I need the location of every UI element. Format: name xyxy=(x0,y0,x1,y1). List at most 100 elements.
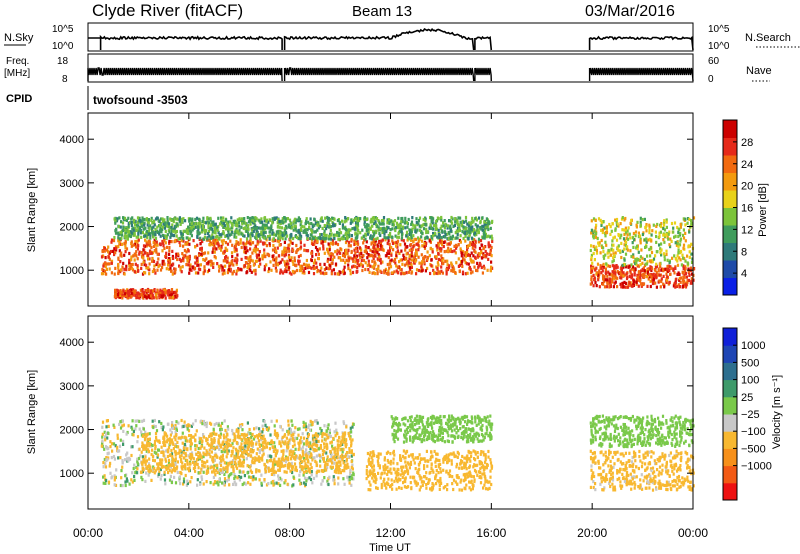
echo-cell xyxy=(337,237,340,241)
echo-cell xyxy=(633,270,636,274)
echo-cell xyxy=(298,478,301,482)
echo-cell xyxy=(373,253,376,257)
echo-cell xyxy=(305,479,308,483)
echo-cell xyxy=(652,257,656,261)
echo-cell xyxy=(218,447,221,451)
echo-cell xyxy=(306,234,309,238)
echo-cell xyxy=(287,253,291,257)
echo-cell xyxy=(628,274,631,279)
echo-cell xyxy=(332,224,335,228)
echo-cell xyxy=(132,433,135,437)
echo-cell xyxy=(617,244,620,248)
echo-cell xyxy=(227,225,230,229)
echo-cell xyxy=(361,268,364,273)
echo-cell xyxy=(161,225,164,229)
echo-cell xyxy=(165,255,168,259)
echo-cell xyxy=(200,246,203,250)
echo-cell xyxy=(107,431,110,436)
echo-cell xyxy=(387,226,390,230)
echo-cell xyxy=(367,253,370,257)
echo-cell xyxy=(264,236,267,240)
echo-cell xyxy=(317,252,320,256)
echo-cell xyxy=(680,263,683,267)
echo-cell xyxy=(624,229,627,233)
echo-cell xyxy=(265,483,269,487)
echo-cell xyxy=(200,248,203,253)
echo-cell xyxy=(452,224,455,228)
echo-cell xyxy=(108,464,111,468)
echo-cell xyxy=(634,257,637,261)
echo-cell xyxy=(136,467,139,471)
echo-cell xyxy=(326,479,329,483)
echo-cell xyxy=(189,231,192,236)
echo-cell xyxy=(316,248,319,252)
echo-cell xyxy=(210,260,213,264)
echo-cell xyxy=(179,266,182,270)
echo-cell xyxy=(287,243,290,247)
echo-cell xyxy=(655,271,658,275)
echo-cell xyxy=(207,225,210,229)
echo-cell xyxy=(326,215,329,220)
echo-cell xyxy=(134,427,137,431)
echo-cell xyxy=(374,237,377,241)
echo-cell xyxy=(217,483,220,487)
echo-cell xyxy=(283,260,286,264)
echo-cell xyxy=(437,241,440,245)
echo-cell xyxy=(182,464,185,468)
echo-cell xyxy=(643,272,646,276)
echo-cell xyxy=(360,262,363,267)
echo-cell xyxy=(203,235,206,239)
echo-cell xyxy=(150,246,153,250)
echo-cell xyxy=(102,465,105,469)
echo-cell xyxy=(401,258,404,262)
echo-cell xyxy=(590,231,593,235)
echo-cell xyxy=(163,262,166,266)
echo-cell xyxy=(280,478,283,482)
echo-cell xyxy=(484,245,487,249)
echo-cell xyxy=(310,473,313,477)
echo-cell xyxy=(236,222,239,226)
echo-cell xyxy=(255,426,258,430)
echo-cell xyxy=(363,220,366,224)
echo-cell xyxy=(125,247,129,251)
echo-cell xyxy=(336,468,339,472)
echo-cell xyxy=(404,226,407,230)
echo-cell xyxy=(472,228,476,232)
echo-cell xyxy=(688,230,691,234)
echo-cell xyxy=(147,241,150,245)
echo-cell xyxy=(121,294,124,298)
echo-cell xyxy=(619,222,622,226)
echo-cell xyxy=(417,222,420,226)
echo-cell xyxy=(268,242,271,246)
echo-cell xyxy=(613,235,616,239)
echo-cell xyxy=(336,252,339,256)
echo-cell xyxy=(682,246,685,250)
echo-cell xyxy=(614,280,617,284)
echo-cell xyxy=(456,227,460,231)
echo-cell xyxy=(279,424,282,429)
echo-cell xyxy=(120,469,123,473)
echo-cell xyxy=(181,220,184,224)
echo-cell xyxy=(351,425,354,429)
echo-cell xyxy=(469,271,473,275)
echo-cell xyxy=(399,243,402,247)
echo-cell xyxy=(184,473,187,478)
echo-cell xyxy=(444,235,447,239)
echo-cell xyxy=(112,423,115,427)
echo-cell xyxy=(214,235,217,239)
echo-cell xyxy=(597,275,600,279)
echo-cell xyxy=(483,266,486,270)
echo-cell xyxy=(410,238,413,242)
echo-cell xyxy=(164,241,167,245)
echo-cell xyxy=(268,230,271,234)
echo-cell xyxy=(350,250,353,254)
echo-cell xyxy=(211,250,214,254)
echo-cell xyxy=(466,248,469,252)
echo-cell xyxy=(174,270,177,274)
echo-cell xyxy=(610,280,614,284)
echo-cell xyxy=(122,225,125,229)
echo-cell xyxy=(599,264,602,268)
echo-cell xyxy=(465,229,468,233)
echo-cell xyxy=(486,222,489,226)
echo-cell xyxy=(248,233,251,237)
